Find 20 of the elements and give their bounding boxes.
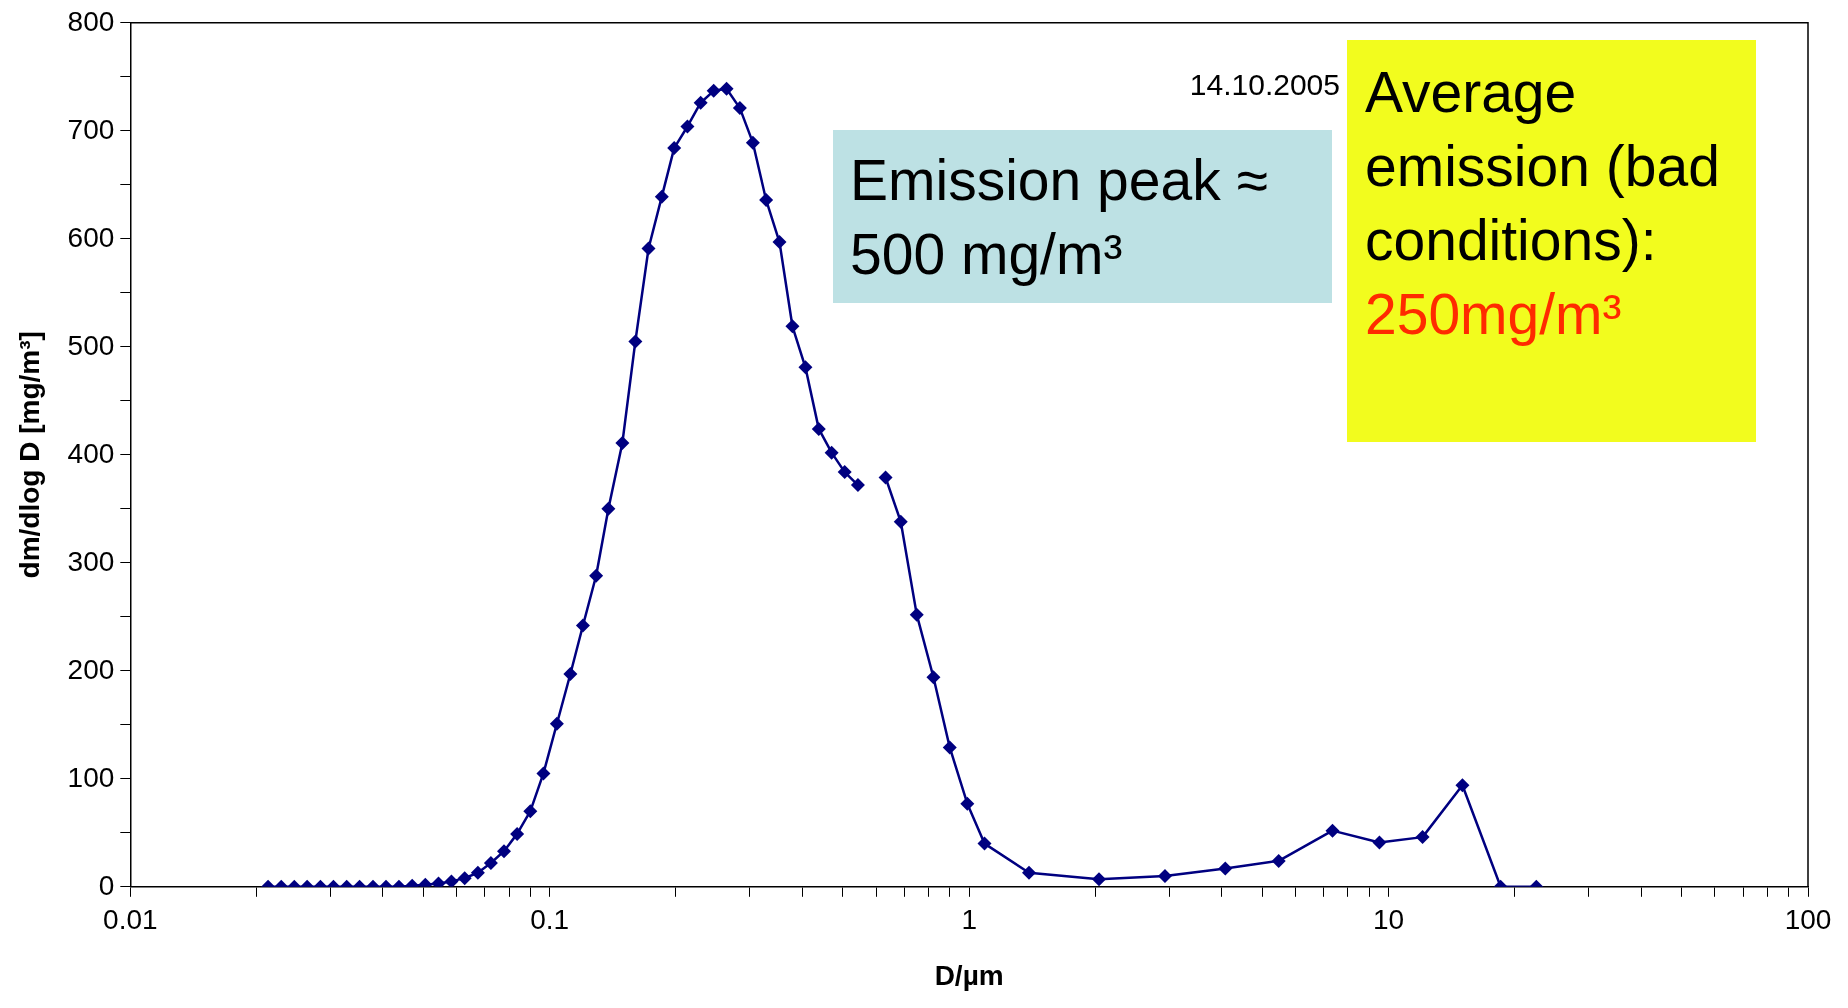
x-tick-label: 1 bbox=[961, 904, 977, 936]
x-tick-label: 0.1 bbox=[530, 904, 570, 936]
annotation: Average emission (bad conditions): bbox=[1365, 60, 1720, 272]
y-tick-label: 300 bbox=[67, 545, 115, 577]
annotation: 250mg/m³ bbox=[1365, 282, 1622, 346]
y-axis-title: dm/dlog D [mg/m³] bbox=[13, 331, 45, 579]
y-tick-label: 400 bbox=[67, 437, 115, 469]
x-tick-label: 100 bbox=[1784, 904, 1832, 936]
x-axis-title: D/µm bbox=[934, 959, 1004, 991]
annotation: 14.10.2005 bbox=[1189, 68, 1340, 102]
annotation: Emission peak ≈ 500 mg/m³ bbox=[850, 147, 1269, 288]
y-tick-label: 500 bbox=[67, 329, 115, 361]
y-tick-label: 600 bbox=[67, 221, 115, 253]
y-tick-label: 200 bbox=[67, 653, 115, 685]
y-tick-label: 700 bbox=[67, 113, 115, 145]
y-tick-label: 100 bbox=[67, 761, 115, 793]
x-tick-label: 10 bbox=[1373, 904, 1405, 936]
y-tick-label: 0 bbox=[98, 869, 115, 901]
y-tick-label: 800 bbox=[67, 5, 115, 37]
x-tick-label: 0.01 bbox=[103, 904, 158, 936]
